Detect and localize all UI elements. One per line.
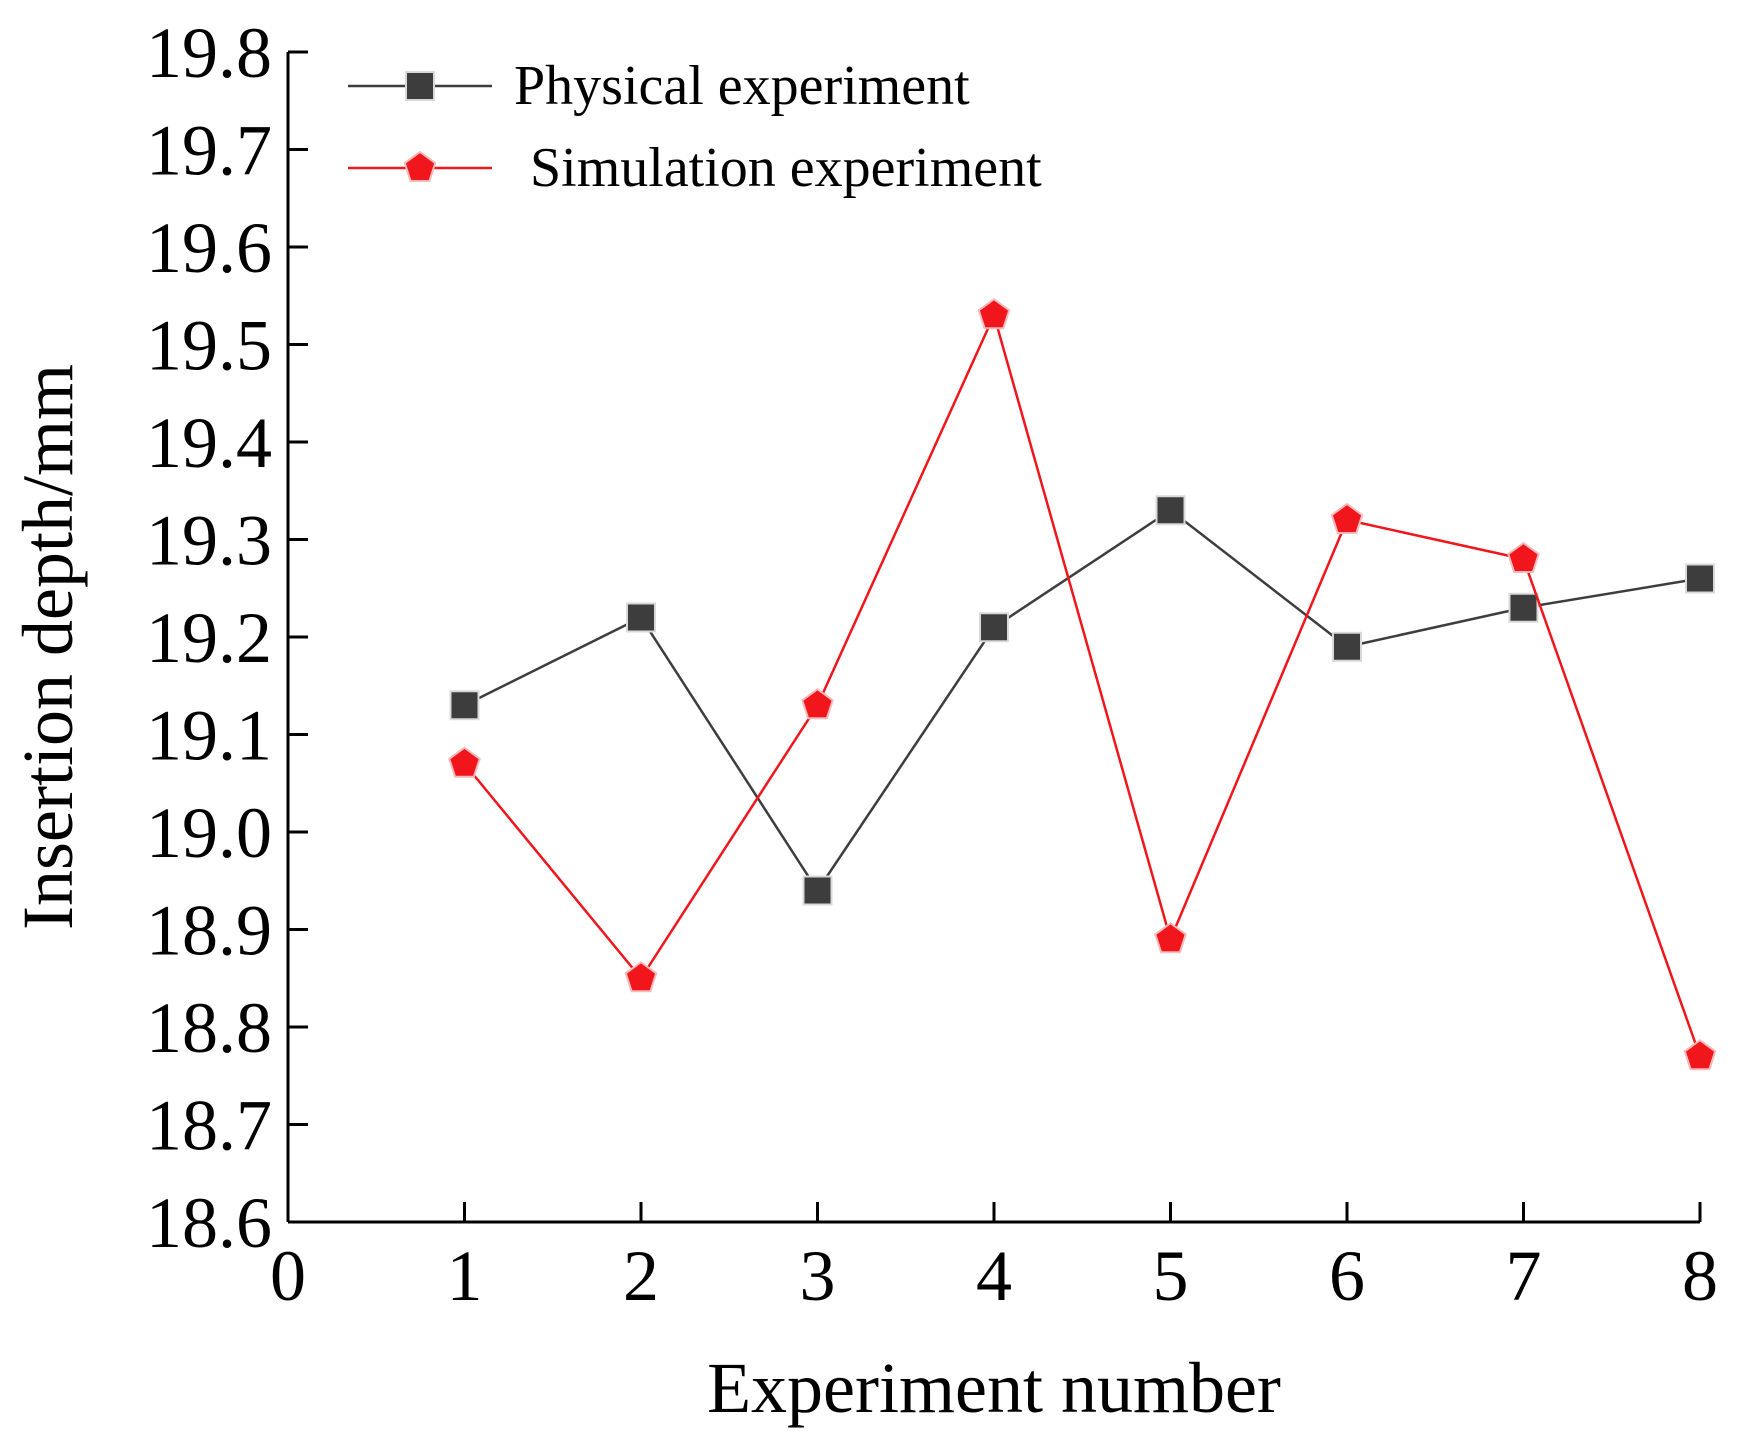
data-point: [980, 613, 1008, 641]
data-point: [451, 691, 479, 719]
legend-item: Simulation experiment: [348, 137, 1042, 199]
y-tick-label: 19.2: [146, 598, 272, 678]
chart: 18.6 18.7 18.8 18.9 19.0 19.1 19.2 19.3 19.4 19.5…: [0, 0, 1757, 1450]
y-tick-label: 19.6: [146, 208, 272, 288]
data-point: [1686, 565, 1714, 593]
x-tick-label: 8: [1682, 1236, 1718, 1316]
data-point: [1333, 633, 1361, 661]
legend-label: Physical experiment: [514, 55, 970, 117]
x-tick-label: 1: [447, 1236, 483, 1316]
y-tick-label: 19.4: [146, 403, 272, 483]
data-point: [1510, 594, 1538, 622]
y-tick-label: 18.8: [146, 988, 272, 1068]
ticks: 18.6 18.7 18.8 18.9 19.0 19.1 19.2 19.3 19.4 19.5…: [146, 13, 1718, 1316]
y-tick-label: 19.7: [146, 111, 272, 191]
y-tick-label: 19.8: [146, 13, 272, 93]
data-point: [449, 748, 479, 777]
legend-marker: [405, 152, 435, 181]
y-tick-label: 19.1: [146, 696, 272, 776]
data-point: [1157, 496, 1185, 524]
legend-marker: [406, 72, 434, 100]
data-point: [1508, 543, 1538, 572]
x-tick-label: 3: [800, 1236, 836, 1316]
x-tick-label: 7: [1506, 1236, 1542, 1316]
y-tick-label: 19.0: [146, 793, 272, 873]
legend: Physical experiment Simulation experiment: [348, 55, 1042, 199]
series-line: [465, 315, 1701, 1056]
y-tick-label: 18.9: [146, 891, 272, 971]
y-tick-label: 18.7: [146, 1086, 272, 1166]
y-tick-label: 19.5: [146, 306, 272, 386]
y-axis-title: Insertion depth/mm: [8, 364, 88, 930]
data-point: [804, 877, 832, 905]
data-point: [802, 689, 832, 718]
series-layer: [449, 299, 1715, 1069]
y-tick-label: 19.3: [146, 501, 272, 581]
x-tick-label: 0: [270, 1236, 306, 1316]
y-tick-label: 18.6: [146, 1183, 272, 1263]
data-point: [1155, 923, 1185, 952]
data-point: [627, 604, 655, 632]
x-tick-label: 2: [623, 1236, 659, 1316]
x-axis-title: Experiment number: [707, 1348, 1281, 1428]
series-simulation-experiment: [449, 299, 1715, 1069]
x-tick-label: 5: [1153, 1236, 1189, 1316]
data-point: [979, 299, 1009, 328]
data-point: [1332, 504, 1362, 533]
data-point: [1685, 1040, 1715, 1069]
x-tick-label: 6: [1329, 1236, 1365, 1316]
x-tick-label: 4: [976, 1236, 1012, 1316]
legend-item: Physical experiment: [348, 55, 970, 117]
legend-label: Simulation experiment: [530, 137, 1042, 199]
